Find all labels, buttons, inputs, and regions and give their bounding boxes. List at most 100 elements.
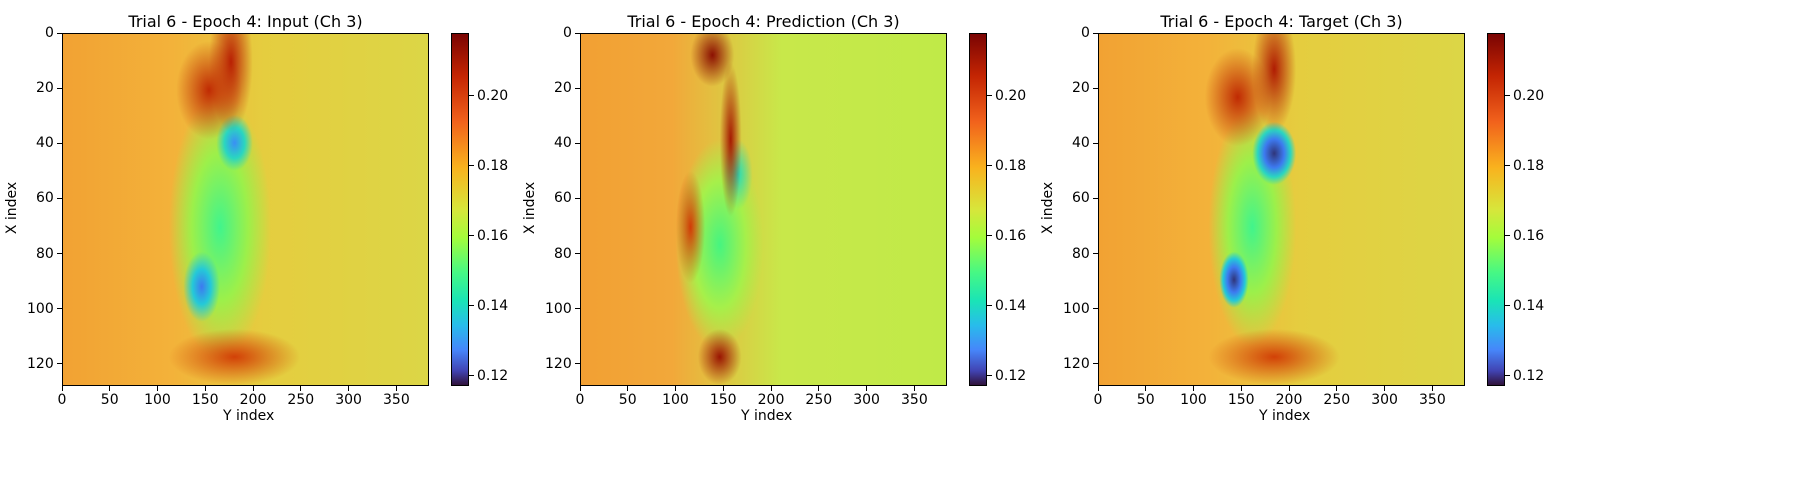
colorbar bbox=[1487, 33, 1505, 386]
y-tick bbox=[1093, 87, 1098, 89]
colorbar-tick-label: 0.14 bbox=[995, 297, 1027, 314]
colorbar-tick-label: 0.16 bbox=[1513, 227, 1545, 244]
x-tick bbox=[722, 386, 724, 391]
y-tick-label: 60 bbox=[1072, 190, 1090, 207]
x-tick bbox=[300, 386, 302, 391]
colorbar-tick-label: 0.14 bbox=[477, 297, 509, 314]
x-tick bbox=[61, 386, 63, 391]
y-tick-label: 60 bbox=[36, 190, 54, 207]
y-tick-label: 0 bbox=[563, 25, 572, 41]
colorbar-tick-label: 0.12 bbox=[995, 367, 1027, 384]
x-tick bbox=[252, 386, 254, 391]
colorbar-tick bbox=[1505, 375, 1510, 376]
y-tick-label: 120 bbox=[545, 355, 572, 372]
y-tick bbox=[57, 308, 62, 310]
colorbar-tick bbox=[469, 165, 474, 167]
x-tick-label: 0 bbox=[1093, 392, 1103, 408]
y-tick-label: 60 bbox=[554, 190, 572, 207]
y-tick-label: 40 bbox=[36, 135, 54, 152]
x-tick bbox=[204, 386, 206, 391]
colorbar bbox=[451, 33, 469, 386]
y-tick-label: 20 bbox=[1072, 80, 1090, 97]
x-tick bbox=[109, 386, 111, 391]
x-tick-label: 200 bbox=[757, 392, 785, 408]
colorbar-tick bbox=[1505, 165, 1510, 167]
x-tick-label: 350 bbox=[383, 392, 410, 408]
x-tick bbox=[1288, 386, 1290, 391]
colorbar-tick-label: 0.20 bbox=[995, 87, 1027, 104]
x-tick-label: 100 bbox=[144, 392, 171, 408]
y-tick-label: 40 bbox=[554, 135, 572, 152]
x-axis-label: Y index bbox=[741, 408, 793, 424]
colorbar-tick-label: 0.12 bbox=[1513, 367, 1545, 384]
x-tick-label: 100 bbox=[662, 392, 689, 408]
x-tick-label: 350 bbox=[1419, 392, 1446, 408]
y-tick-label: 100 bbox=[545, 300, 572, 317]
x-tick bbox=[1432, 386, 1433, 391]
x-tick bbox=[157, 386, 159, 391]
y-tick bbox=[575, 308, 580, 310]
x-tick bbox=[1097, 386, 1099, 391]
x-tick bbox=[914, 386, 915, 391]
y-tick-label: 0 bbox=[45, 25, 54, 41]
colorbar-tick bbox=[469, 95, 474, 97]
colorbar-tick-label: 0.16 bbox=[995, 227, 1027, 244]
colorbar-tick bbox=[987, 375, 992, 376]
x-tick-label: 0 bbox=[575, 392, 585, 408]
colorbar-tick bbox=[987, 165, 992, 167]
x-tick-label: 300 bbox=[1371, 392, 1398, 408]
y-tick bbox=[575, 363, 580, 365]
y-tick bbox=[575, 253, 580, 255]
x-tick-label: 350 bbox=[901, 392, 928, 408]
x-tick-label: 50 bbox=[100, 392, 119, 408]
panel-target: Trial 6 - Epoch 4: Target (Ch 3) Y index… bbox=[1036, 0, 1636, 500]
colorbar-tick bbox=[1505, 305, 1510, 307]
x-tick bbox=[1240, 386, 1242, 391]
x-tick-label: 50 bbox=[1136, 392, 1155, 408]
x-tick-label: 250 bbox=[1323, 392, 1351, 408]
x-tick bbox=[675, 386, 677, 391]
colorbar-tick-label: 0.18 bbox=[995, 157, 1027, 174]
colorbar-tick-label: 0.12 bbox=[477, 367, 509, 384]
x-tick bbox=[1145, 386, 1147, 391]
y-tick bbox=[1093, 308, 1098, 310]
y-tick bbox=[575, 87, 580, 89]
y-axis-label: X index bbox=[4, 181, 21, 235]
y-tick-label: 20 bbox=[554, 80, 572, 97]
x-tick bbox=[1336, 386, 1338, 391]
colorbar-tick-label: 0.20 bbox=[477, 87, 509, 104]
colorbar-tick-label: 0.16 bbox=[477, 227, 509, 244]
panel-input: Trial 6 - Epoch 4: Input (Ch 3) Y index … bbox=[0, 0, 600, 500]
x-tick-label: 150 bbox=[709, 392, 737, 408]
colorbar-tick bbox=[987, 235, 992, 237]
x-axis-label: Y index bbox=[1259, 408, 1311, 424]
y-tick-label: 20 bbox=[36, 80, 54, 97]
x-tick-label: 250 bbox=[805, 392, 833, 408]
x-tick-label: 150 bbox=[191, 392, 219, 408]
x-tick bbox=[396, 386, 397, 391]
x-axis-label: Y index bbox=[223, 408, 275, 424]
y-tick bbox=[57, 363, 62, 365]
y-tick bbox=[575, 32, 580, 34]
y-tick bbox=[57, 87, 62, 89]
colorbar-tick bbox=[1505, 95, 1510, 97]
chart-title: Trial 6 - Epoch 4: Input (Ch 3) bbox=[128, 12, 363, 31]
x-tick-label: 300 bbox=[335, 392, 362, 408]
x-tick bbox=[579, 386, 581, 391]
y-tick-label: 0 bbox=[1081, 25, 1090, 41]
x-tick-label: 200 bbox=[1275, 392, 1303, 408]
y-tick-label: 80 bbox=[36, 245, 54, 262]
colorbar-tick-label: 0.18 bbox=[477, 157, 509, 174]
y-tick-label: 120 bbox=[1063, 355, 1090, 372]
heatmap-field bbox=[581, 34, 946, 385]
x-tick bbox=[348, 386, 350, 391]
y-tick bbox=[1093, 253, 1098, 255]
x-tick bbox=[627, 386, 629, 391]
x-tick bbox=[1193, 386, 1195, 391]
heatmap-plot bbox=[62, 33, 429, 386]
colorbar-tick-label: 0.14 bbox=[1513, 297, 1545, 314]
y-tick-label: 40 bbox=[1072, 135, 1090, 152]
y-tick bbox=[575, 142, 580, 144]
x-tick bbox=[770, 386, 772, 391]
y-tick bbox=[57, 142, 62, 144]
